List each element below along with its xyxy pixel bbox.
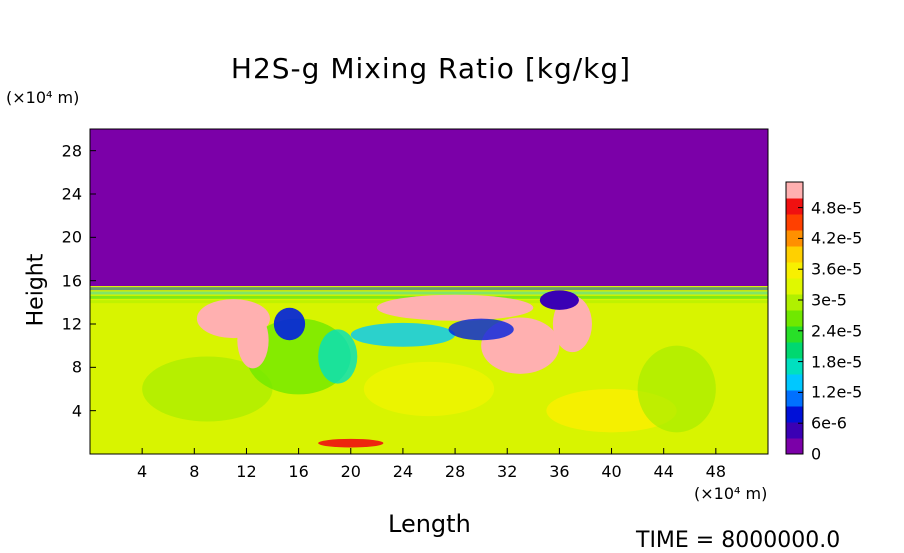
- y-tick-label: 12: [61, 314, 82, 334]
- x-tick-label: 36: [549, 462, 570, 481]
- colorbar-swatch: [786, 214, 803, 231]
- colorbar-tick-label: 4.2e-5: [811, 228, 863, 248]
- heatmap-feature: [350, 322, 456, 347]
- colorbar-swatch: [786, 230, 803, 247]
- region-upper-layer: [90, 129, 768, 287]
- colorbar-tick-label: 3.6e-5: [811, 259, 863, 279]
- colorbar-swatch: [786, 326, 803, 343]
- colorbar-swatch: [786, 374, 803, 391]
- heatmap-feature: [318, 438, 384, 448]
- heatmap-feature: [142, 356, 273, 422]
- y-tick-label: 28: [61, 141, 82, 161]
- y-tick-label: 20: [61, 227, 82, 247]
- x-tick-label: 24: [392, 462, 414, 481]
- plot-frame: [89, 128, 769, 455]
- heatmap-feature: [237, 312, 269, 369]
- x-tick-label: 12: [236, 462, 257, 481]
- colorbar-swatch: [786, 406, 803, 423]
- y-tick-label: 8: [71, 357, 82, 377]
- colorbar-tick-label: 6e-6: [811, 413, 847, 433]
- colorbar-swatch: [786, 342, 803, 359]
- x-tick-label: 16: [288, 462, 309, 481]
- y-axis-unit: (×10⁴ m): [6, 88, 80, 107]
- colorbar-swatch: [786, 358, 803, 375]
- heatmap-feature: [318, 329, 358, 384]
- colorbar-tick-label: 1.8e-5: [811, 352, 863, 372]
- x-tick-label: 8: [189, 462, 200, 481]
- heatmap-feature: [448, 318, 514, 341]
- colorbar-tick-label: 1.2e-5: [811, 382, 863, 402]
- x-tick-label: 4: [137, 462, 148, 481]
- heatmap-feature: [552, 295, 592, 353]
- x-tick-label: 44: [653, 462, 674, 481]
- colorbar-swatch: [786, 294, 803, 311]
- colorbar-swatch: [786, 182, 803, 199]
- heatmap-field: [90, 129, 768, 454]
- colorbar-frame: [785, 181, 804, 455]
- colorbar-swatch: [786, 198, 803, 215]
- chart-title: H2S-g Mixing Ratio [kg/kg]: [230, 52, 632, 85]
- x-tick-label: 20: [340, 462, 361, 481]
- colorbar-swatch: [786, 310, 803, 327]
- heatmap-feature: [376, 294, 534, 321]
- x-axis-unit: (×10⁴ m): [694, 484, 768, 503]
- y-tick-label: 16: [61, 271, 82, 291]
- x-tick-label: 28: [444, 462, 466, 481]
- colorbar-swatch: [786, 246, 803, 263]
- heatmap-feature: [273, 307, 306, 341]
- heatmap-feature: [539, 290, 579, 310]
- heatmap-feature: [637, 345, 716, 433]
- colorbar-tick-label: 2.4e-5: [811, 321, 863, 341]
- interface-band: [90, 287, 768, 291]
- colorbar: [785, 181, 804, 455]
- x-axis-label: Length: [388, 510, 471, 538]
- heatmap-feature: [363, 361, 495, 417]
- colorbar-swatch: [786, 278, 803, 295]
- x-tick-label: 48: [705, 462, 727, 481]
- colorbar-swatch: [786, 438, 803, 455]
- colorbar-tick-label: 0: [811, 444, 822, 464]
- colorbar-swatch: [786, 390, 803, 407]
- colorbar-tick-label: 3e-5: [811, 290, 847, 310]
- x-tick-label: 40: [601, 462, 622, 481]
- x-tick-label: 32: [497, 462, 518, 481]
- colorbar-tick-label: 4.8e-5: [811, 198, 863, 218]
- y-tick-label: 24: [61, 184, 82, 204]
- colorbar-swatch: [786, 422, 803, 439]
- interface-band: [90, 291, 768, 295]
- colorbar-swatch: [786, 262, 803, 279]
- y-tick-label: 4: [71, 401, 82, 421]
